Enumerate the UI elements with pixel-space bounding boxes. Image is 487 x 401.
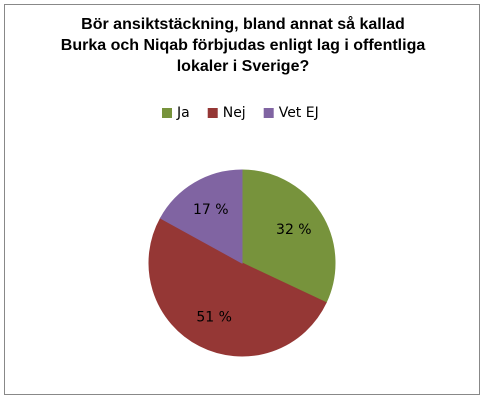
legend-label: Nej <box>223 105 246 121</box>
legend-swatch <box>263 108 274 118</box>
pie-slice <box>241 169 336 304</box>
legend-swatch <box>162 108 172 118</box>
chart-title: Bör ansiktstäckning, bland annat så kall… <box>60 16 426 75</box>
legend-label: Vet EJ <box>279 105 319 121</box>
data-label: 51 % <box>196 310 232 326</box>
data-label: 32 % <box>276 222 312 238</box>
pie-slice <box>148 217 327 357</box>
pie-slice <box>159 169 243 264</box>
data-label: 17 % <box>193 202 229 218</box>
legend-swatch <box>207 108 218 118</box>
legend-label: Ja <box>176 105 190 121</box>
